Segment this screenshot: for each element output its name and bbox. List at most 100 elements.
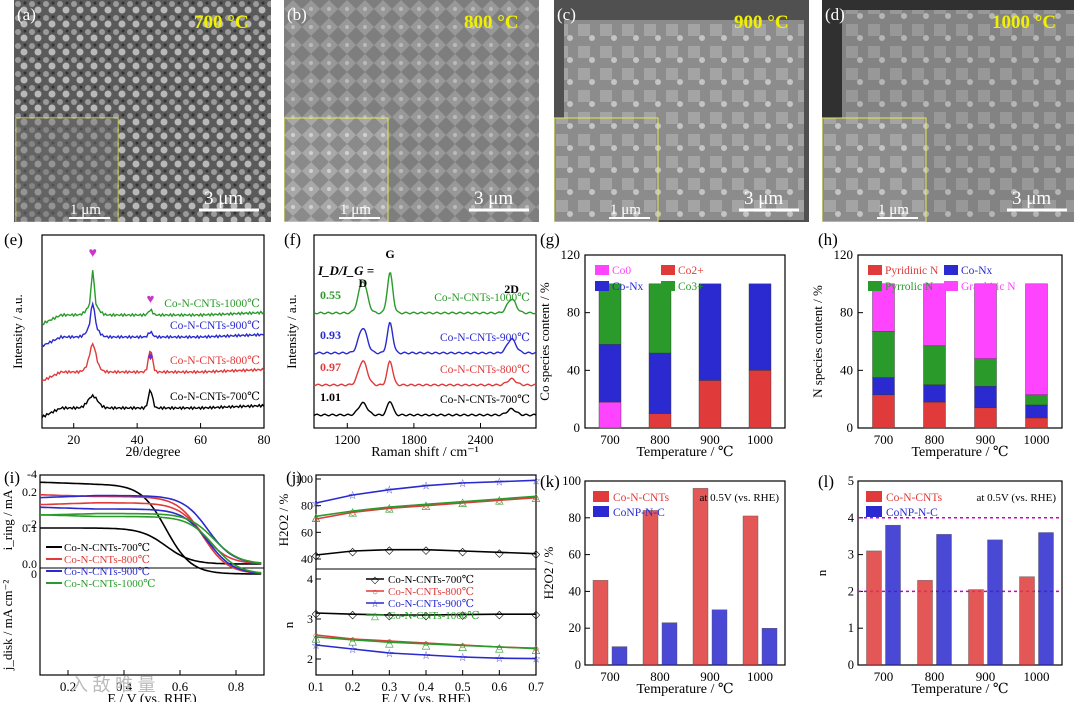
y-tick-label: 40 xyxy=(840,362,853,377)
sem-temperature-label: 900 °C xyxy=(734,12,789,33)
bar-segment xyxy=(598,283,622,345)
x-tick-label: 700 xyxy=(874,669,894,684)
x-tick-label: 700 xyxy=(600,432,620,447)
legend-marker: ◇ xyxy=(371,575,379,586)
data-marker: △ xyxy=(532,491,541,503)
bar-segment xyxy=(1025,283,1048,396)
legend-label: Co-N-CNTs-1000℃ xyxy=(388,610,480,622)
y-axis-label: H2O2 / % xyxy=(276,493,291,546)
bar-segment xyxy=(923,401,946,429)
legend-label: Pyrrolic N xyxy=(885,281,934,293)
bar-segment xyxy=(1025,394,1048,406)
x-axis-label: 2θ/degree xyxy=(126,445,181,460)
axes-frame xyxy=(857,480,1063,666)
panel-label: (j) xyxy=(286,468,302,487)
chart-f: (f) Intensity / a.u. Raman shift / cm⁻¹ 120… xyxy=(284,230,537,460)
data-marker: △ xyxy=(495,642,504,654)
condition-annotation: at 0.5V (vs. RHE) xyxy=(699,492,779,504)
data-marker: ◇ xyxy=(532,549,541,561)
ring-current-curve xyxy=(39,512,262,564)
sem-panel-d xyxy=(822,0,1074,222)
y-tick-label: 100 xyxy=(295,472,313,486)
data-marker: ○ xyxy=(459,498,466,510)
y-tick-label: 0 xyxy=(31,567,37,581)
x-tick-label: 800 xyxy=(650,432,670,447)
x-axis-label: E / V (vs. RHE) xyxy=(381,692,471,702)
data-marker: ☆ xyxy=(494,653,504,665)
legend-label: Co-N-CNTs xyxy=(613,492,670,504)
legend-label: Co-N-CNTs-700℃ xyxy=(388,574,474,586)
bar xyxy=(661,622,678,666)
y-tick-label: -4 xyxy=(27,467,37,481)
condition-annotation: at 0.5V (vs. RHE) xyxy=(976,492,1056,504)
data-marker: ◇ xyxy=(495,547,504,559)
x-tick-label: 0.1 xyxy=(308,680,324,694)
y-tick-label: 100 xyxy=(562,474,581,488)
sem-panel-label: (c) xyxy=(557,5,576,24)
data-marker: ☆ xyxy=(348,490,358,502)
y-tick-label: 80 xyxy=(840,305,853,320)
y-tick-label: 4 xyxy=(307,572,313,586)
sem-panel-label: (d) xyxy=(825,5,845,24)
x-tick-label: 0.3 xyxy=(382,680,398,694)
bar xyxy=(711,609,728,666)
y-tick-label: 120 xyxy=(561,247,581,262)
ring-current-curve xyxy=(39,502,262,565)
sem-inset-scale-label: 1 μm xyxy=(878,202,909,218)
raman-curve xyxy=(313,272,537,315)
legend-label: Co-N-CNTs-900℃ xyxy=(388,598,474,610)
bar-segment xyxy=(974,385,997,409)
legend-swatch xyxy=(944,281,958,291)
data-marker: △ xyxy=(458,497,467,509)
phase-marker: ♥ xyxy=(89,246,97,261)
x-tick-label: 1000 xyxy=(1024,669,1050,684)
x-tick-label: 1800 xyxy=(401,432,427,447)
bar xyxy=(917,580,933,666)
axes-frame xyxy=(857,254,1063,429)
sem-scale-label: 3 μm xyxy=(204,188,243,209)
bar-segment xyxy=(598,401,622,429)
x-tick-label: 900 xyxy=(976,432,996,447)
bar xyxy=(742,515,759,666)
x-tick-label: 0.2 xyxy=(345,680,361,694)
sem-panel-b xyxy=(284,0,539,222)
bar xyxy=(968,589,984,666)
y-tick-label: 0 xyxy=(574,420,581,435)
ratio-value: 1.01 xyxy=(320,390,341,404)
data-marker: ☆ xyxy=(311,498,321,510)
n-curve xyxy=(315,644,537,660)
data-marker: △ xyxy=(532,644,541,656)
chart-e: (e) Intensity / a.u. 2θ/degree 20 40 60 80 Co-N… xyxy=(4,230,271,460)
series-label: Co-N-CNTs-700℃ xyxy=(440,394,530,406)
legend-label: Co-N-CNTs-1000℃ xyxy=(64,578,156,590)
data-marker: ◇ xyxy=(532,609,541,621)
x-tick-label: 800 xyxy=(650,669,670,684)
bar-segment xyxy=(974,283,997,359)
y-axis-label: i_ring / mA xyxy=(0,489,15,550)
y-tick-label: 0.2 xyxy=(22,485,37,499)
x-tick-label: 0.7 xyxy=(528,680,544,694)
y-tick-label: 1 xyxy=(848,621,854,635)
y-axis-label: n xyxy=(281,621,296,628)
chart-l: (l) n Temperature / ℃ 0 1 2 3 4 5 700 800 900 1000 Co… xyxy=(814,472,1063,697)
x-tick-label: 800 xyxy=(925,432,945,447)
sem-temperature-label: 1000 °C xyxy=(992,12,1056,33)
bar-segment xyxy=(872,283,895,332)
watermark-text: 入 敌 唯 量 xyxy=(70,675,156,695)
disk-current-curve xyxy=(40,506,262,574)
x-tick-label: 1000 xyxy=(747,669,773,684)
bar-segment xyxy=(923,283,946,347)
x-tick-label: 1000 xyxy=(747,432,773,447)
data-marker: ☆ xyxy=(531,654,541,666)
sem-panel-a xyxy=(14,0,271,222)
y-tick-label: -2 xyxy=(27,517,37,531)
data-marker: ☆ xyxy=(421,650,431,662)
sem-image xyxy=(554,0,809,222)
axes-frame xyxy=(41,234,265,429)
y-tick-label: 3 xyxy=(848,548,854,562)
legend-label: Graphitic N xyxy=(961,281,1016,293)
series-label: Co-N-CNTs-1000℃ xyxy=(434,292,530,304)
legend-label: Co-Nx xyxy=(961,265,993,277)
data-marker: ◇ xyxy=(348,546,357,558)
y-tick-label: 0 xyxy=(847,420,854,435)
